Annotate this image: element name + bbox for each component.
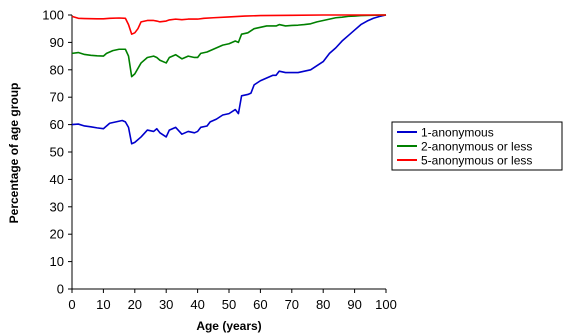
legend-label-1: 1-anonymous — [421, 126, 494, 140]
x-axis-title: Age (years) — [196, 319, 261, 333]
x-tick-label: 30 — [159, 297, 173, 312]
y-tick-label: 90 — [50, 35, 64, 50]
legend-label-2: 2-anonymous or less — [421, 140, 532, 154]
x-tick-label: 100 — [375, 297, 397, 312]
legend-box — [391, 121, 563, 171]
x-tick-label: 90 — [347, 297, 361, 312]
y-tick-label: 80 — [50, 62, 64, 77]
y-tick-label: 70 — [50, 90, 64, 105]
x-tick-label: 20 — [128, 297, 142, 312]
series-line-1 — [71, 14, 387, 145]
x-tick-label: 0 — [68, 297, 75, 312]
legend-label-3: 5-anonymous or less — [421, 154, 532, 168]
series-lines — [71, 14, 387, 145]
y-tick-label: 40 — [50, 172, 64, 187]
tick-labels: 0 10 20 30 40 50 60 70 80 90 100 0 10 20 30 40 50 60 70 80 9… — [42, 8, 397, 313]
x-tick-label: 70 — [285, 297, 299, 312]
y-tick-label: 20 — [50, 227, 64, 242]
y-tick-label: 30 — [50, 199, 64, 214]
y-tick-label: 60 — [50, 117, 64, 132]
y-tick-label: 0 — [57, 282, 64, 297]
y-tick-label: 100 — [42, 8, 64, 23]
y-tick-label: 50 — [50, 145, 64, 160]
x-tick-label: 60 — [253, 297, 267, 312]
x-tick-label: 40 — [190, 297, 204, 312]
x-tick-label: 10 — [96, 297, 110, 312]
y-tick-label: 10 — [50, 254, 64, 269]
x-tick-label: 50 — [222, 297, 236, 312]
axes — [68, 14, 387, 293]
x-tick-label: 80 — [316, 297, 330, 312]
y-axis-title: Percentage of age group — [7, 83, 21, 224]
series-line-2 — [71, 14, 387, 78]
series-line-3 — [71, 14, 386, 35]
